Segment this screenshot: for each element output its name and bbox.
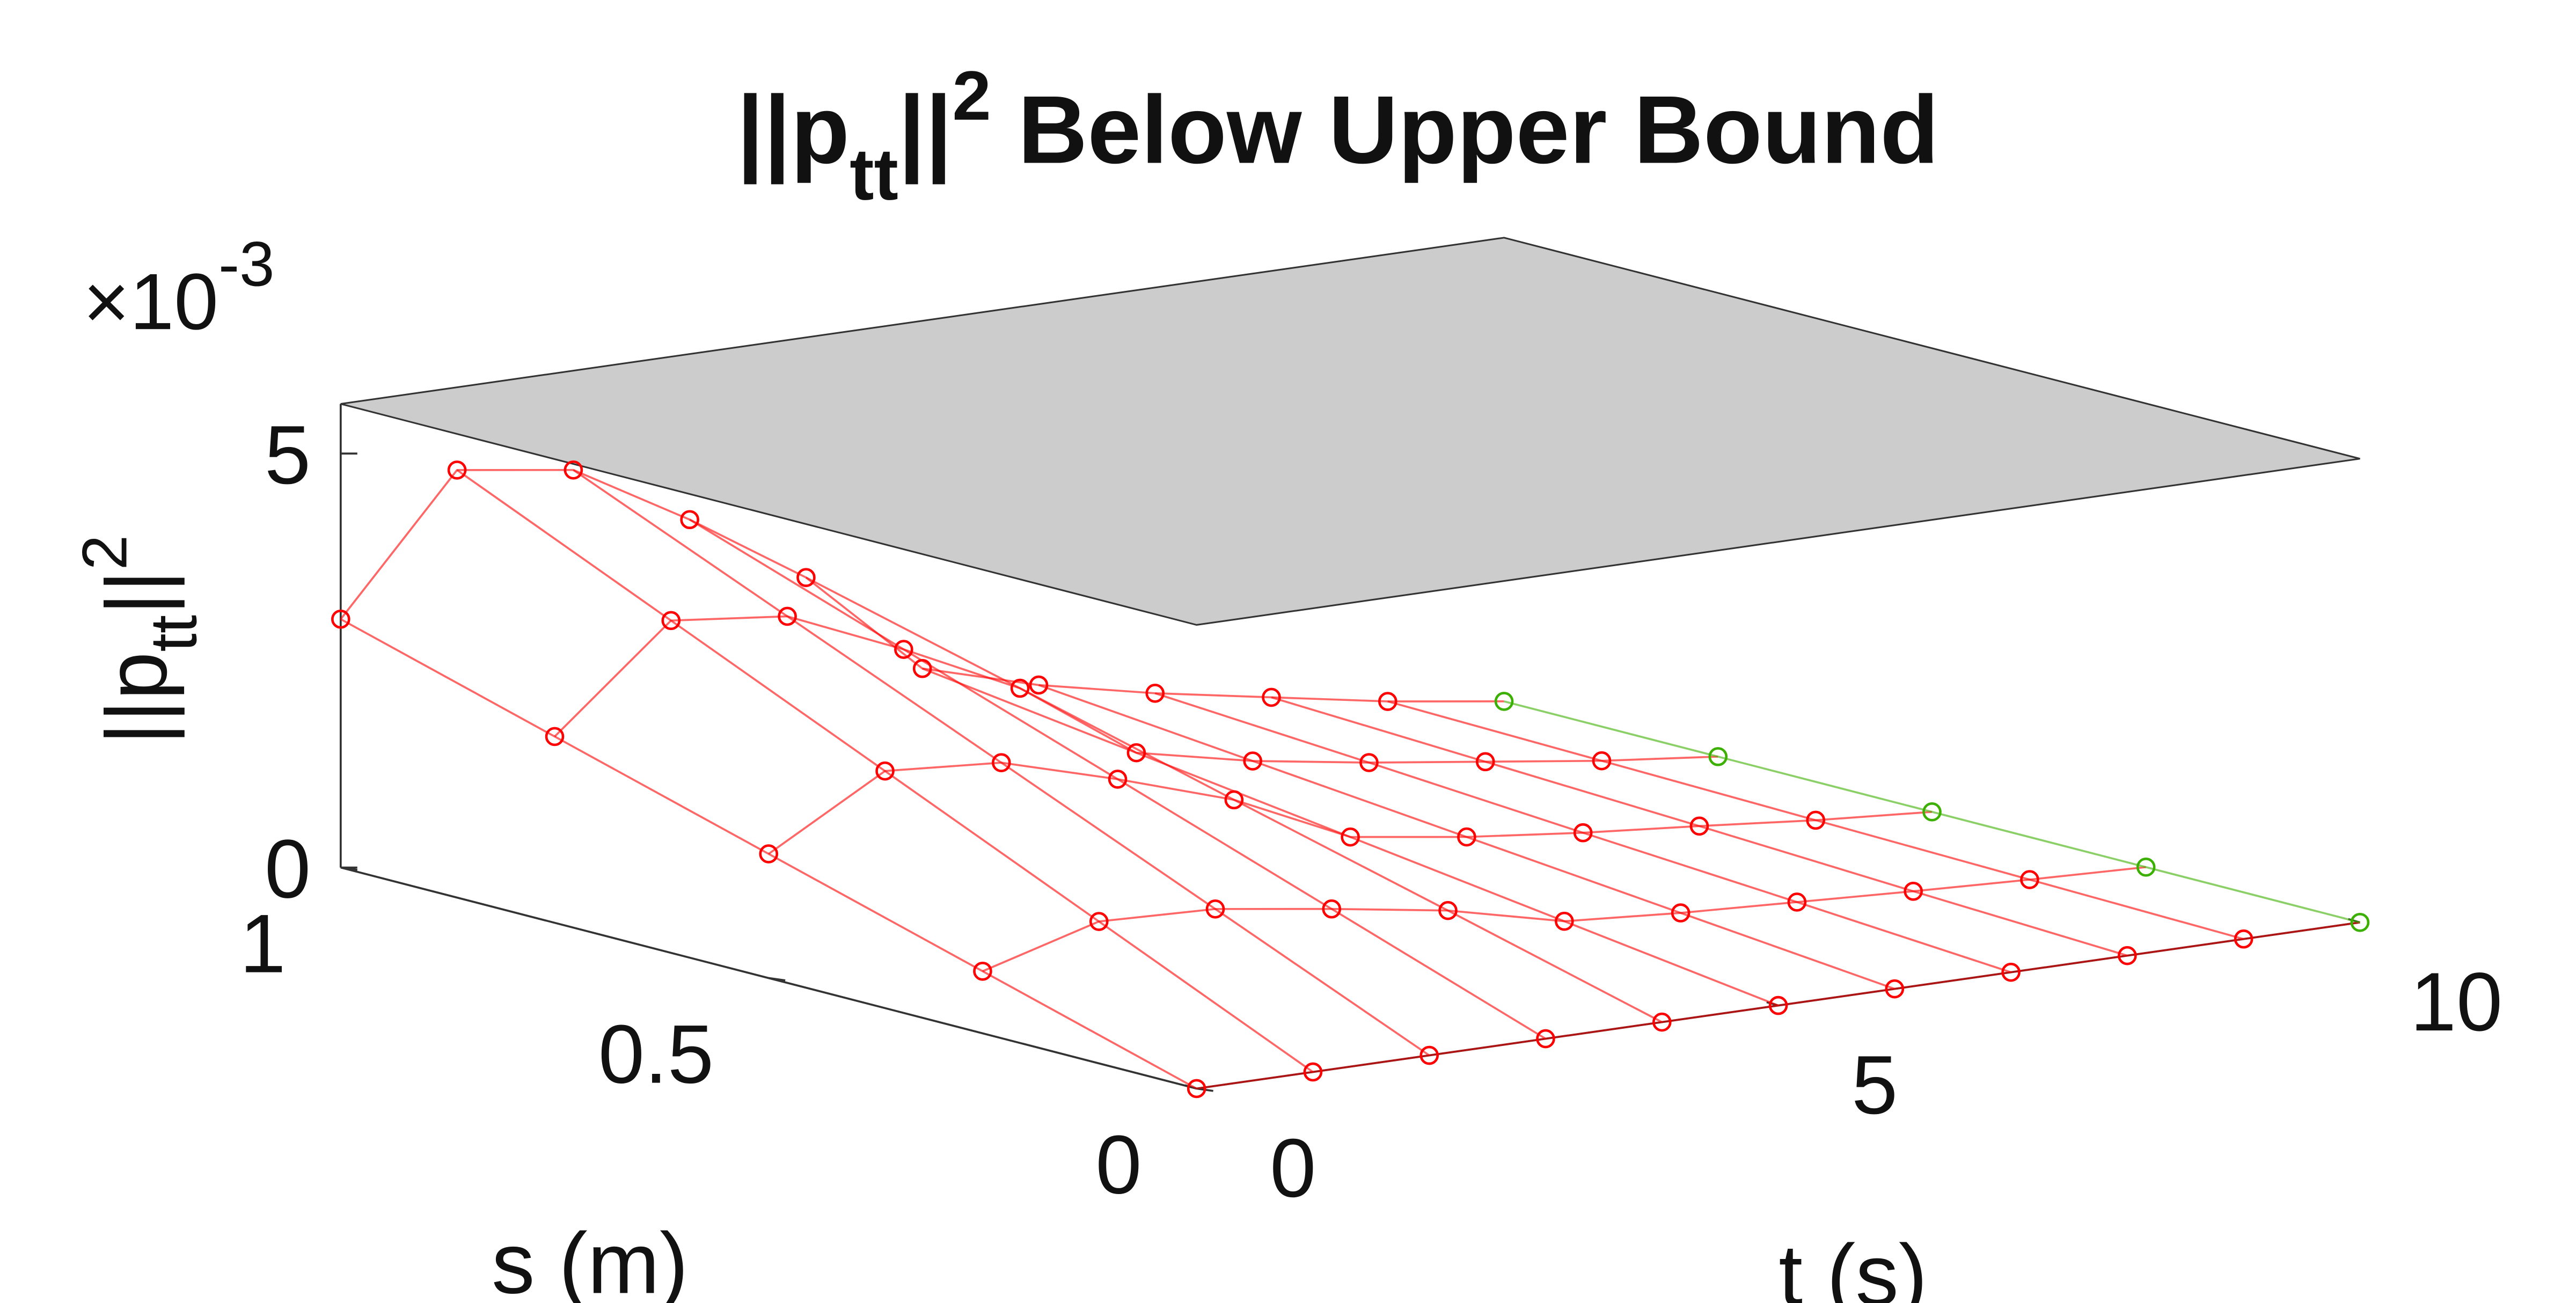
- x-axis-label: t (s): [1779, 1227, 1927, 1303]
- surface-point: [1555, 911, 1574, 931]
- surface-point: [1592, 751, 1612, 771]
- x-tick-label: 5: [1851, 1038, 1898, 1131]
- surface-col: [689, 518, 1546, 1040]
- y-axis-label: s (m): [492, 1215, 689, 1303]
- surface-point: [1536, 1029, 1555, 1049]
- surface-point: [1126, 743, 1146, 763]
- surface-point: [778, 606, 797, 626]
- zlabel-sup: 2: [69, 535, 140, 570]
- surface-point: [1322, 899, 1342, 919]
- surface-point: [1187, 1079, 1206, 1099]
- surface-point: [796, 568, 816, 587]
- surface-row: [982, 866, 2146, 972]
- surface-col: [1504, 700, 2360, 924]
- title-sup: 2: [952, 56, 991, 135]
- surface-point: [1885, 979, 1905, 999]
- surface-col: [573, 469, 1430, 1057]
- surface-col: [1154, 692, 2011, 973]
- surface-point: [1806, 810, 1826, 830]
- z-axis-label: ||ptt||2: [69, 535, 210, 745]
- surface-point: [1205, 899, 1225, 919]
- x-tick-label: 10: [2410, 955, 2502, 1048]
- surface-row: [554, 615, 1718, 764]
- surface-point: [1029, 675, 1049, 695]
- surface-point: [1438, 901, 1458, 920]
- z-exponent: ×10-3: [83, 229, 275, 347]
- title-part: ||: [898, 76, 953, 185]
- zlabel-part: ||p: [89, 652, 185, 745]
- surface-point: [759, 844, 779, 863]
- surface-point: [2118, 946, 2137, 965]
- surface-point: [2001, 962, 2021, 982]
- surface-col: [1271, 696, 2128, 957]
- surface-point: [1224, 790, 1244, 810]
- y-tick-label: 0.5: [598, 1008, 714, 1101]
- surface-point: [1419, 1045, 1439, 1065]
- surface-col: [1038, 684, 1895, 990]
- surface-col: [340, 618, 1197, 1090]
- surface-col: [806, 576, 1663, 1023]
- surface-point: [912, 658, 932, 678]
- title-sub: tt: [850, 134, 898, 215]
- surface-point: [1243, 751, 1262, 771]
- surface-point: [1671, 903, 1690, 923]
- surface-point: [1089, 912, 1109, 931]
- surface-point: [2234, 929, 2253, 949]
- y-tick-label: 1: [240, 897, 286, 990]
- surface-point: [447, 460, 467, 480]
- surface-point: [2136, 858, 2156, 877]
- surface-point: [564, 460, 583, 480]
- surface-point: [1787, 892, 1807, 912]
- z-tick-label: 5: [265, 408, 311, 501]
- surface-point: [1010, 678, 1030, 698]
- surface-point: [1922, 802, 1942, 822]
- zlabel-sub: tt: [136, 615, 210, 652]
- z-tick-label: 0: [265, 822, 311, 915]
- y-tick-label: 0: [1095, 1118, 1141, 1211]
- exp-sup: -3: [218, 229, 275, 299]
- surface-point: [1904, 881, 1923, 901]
- x-tick-label: 0: [1270, 1122, 1316, 1214]
- surface-point: [1303, 1062, 1323, 1082]
- surface-col: [456, 469, 1314, 1073]
- surface-point: [1457, 827, 1476, 847]
- surface-col: [922, 668, 1779, 1007]
- surface-point: [1494, 692, 1514, 711]
- zlabel-part: ||: [89, 570, 185, 615]
- surface-point: [1475, 752, 1495, 772]
- surface-point: [894, 640, 913, 659]
- upper-bound-plane: [340, 237, 2360, 626]
- surface-point: [680, 510, 699, 530]
- surface-point: [1768, 995, 1788, 1015]
- surface-point: [2020, 870, 2039, 889]
- surface-point: [1378, 692, 1397, 711]
- y-tick: [340, 866, 358, 871]
- surface-point: [1708, 747, 1728, 766]
- surface-point: [1573, 823, 1593, 843]
- surface-point: [875, 761, 895, 781]
- surface-point: [1359, 753, 1379, 772]
- surface-point: [661, 611, 681, 631]
- y-tick: [769, 977, 786, 982]
- surface-col: [1387, 700, 2244, 940]
- surface-point: [1262, 687, 1281, 707]
- surface-point: [1689, 816, 1709, 836]
- surface-point: [331, 609, 350, 629]
- chart-title: ||ptt||2 Below Upper Bound: [737, 56, 1939, 215]
- surface-point: [1652, 1012, 1672, 1032]
- title-part: ||p: [737, 76, 850, 185]
- surface-row: [768, 762, 1933, 855]
- surface-point: [973, 961, 992, 981]
- surface-point: [1145, 684, 1165, 703]
- surface-point: [2350, 912, 2370, 932]
- title-part: Below Upper Bound: [991, 76, 1939, 184]
- exp-base: ×10: [83, 257, 218, 346]
- surface-point: [1341, 827, 1360, 847]
- surface-point: [992, 753, 1011, 772]
- surface-point: [1108, 770, 1128, 789]
- surface-point: [545, 727, 565, 746]
